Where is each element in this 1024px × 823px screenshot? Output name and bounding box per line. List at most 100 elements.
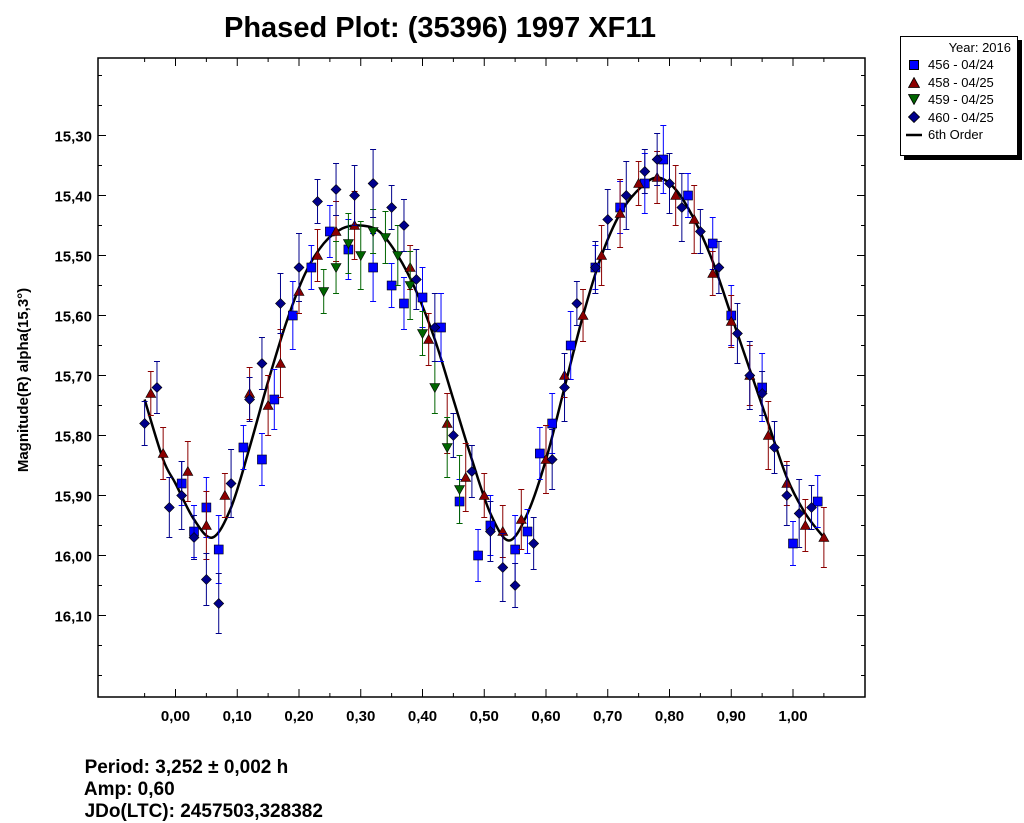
x-tick-label: 0,10 — [223, 708, 252, 725]
data-points-layer — [139, 125, 830, 634]
y-tick-label: 15,60 — [54, 309, 92, 326]
y-tick-label: 16,00 — [54, 549, 92, 566]
chart-title: Phased Plot: (35396) 1997 XF11 — [224, 12, 656, 44]
y-tick-label: 15,90 — [54, 489, 92, 506]
data-point — [200, 574, 212, 585]
data-point — [355, 251, 367, 262]
fit-curve-6th-order — [143, 176, 825, 542]
data-point — [139, 418, 151, 429]
data-point — [441, 443, 453, 454]
y-tick-label: 15,30 — [54, 129, 92, 146]
y-tick-label: 15,40 — [54, 189, 92, 206]
data-point — [707, 267, 719, 278]
legend-item-fit: 6th Order — [901, 126, 1017, 144]
data-point — [163, 502, 175, 513]
data-point — [416, 329, 429, 340]
data-point — [275, 298, 286, 309]
data-point — [367, 227, 379, 238]
data-point — [485, 526, 496, 537]
data-point — [330, 263, 342, 274]
data-point — [417, 292, 428, 303]
x-tick-label: 0,80 — [655, 708, 684, 725]
data-point — [429, 322, 441, 333]
x-tick-label: 0,40 — [408, 708, 437, 725]
data-point — [176, 490, 188, 501]
data-point — [664, 178, 675, 189]
phased-plot: 0,00 0,10 0,20 0,30 0,40 0,50 0,60 0,70 0,80 0,90… — [15, 57, 866, 725]
legend-label: 459 - 04/25 — [928, 92, 994, 108]
data-point — [398, 220, 410, 231]
data-point — [510, 544, 520, 555]
data-point — [713, 262, 725, 273]
data-point — [182, 465, 194, 476]
data-point — [466, 466, 478, 477]
y-tick-label: 15,70 — [54, 369, 92, 386]
legend-item-460: 460 - 04/25 — [901, 109, 1017, 127]
legend-title: Year: 2016 — [948, 40, 1011, 55]
data-point — [707, 238, 718, 249]
data-point — [349, 190, 360, 201]
data-point — [342, 239, 354, 250]
square-marker-icon — [906, 59, 922, 70]
x-tick-label: 0,60 — [531, 708, 560, 725]
data-point — [410, 274, 422, 285]
data-point — [454, 485, 466, 496]
diamond-marker-icon — [906, 111, 922, 124]
plot-area-frame — [97, 57, 866, 698]
x-tick-label: 1,00 — [778, 708, 807, 725]
data-point — [386, 202, 398, 213]
data-point — [330, 184, 342, 195]
data-point — [806, 502, 817, 513]
data-point — [547, 418, 557, 429]
x-tick-label: 0,30 — [346, 708, 375, 725]
x-axis-ticks: 0,00 0,10 0,20 0,30 0,40 0,50 0,60 0,70 0,80 0,90… — [144, 58, 825, 725]
legend-label: 6th Order — [928, 127, 983, 143]
data-point — [379, 233, 391, 244]
data-point — [473, 550, 483, 561]
data-point — [589, 262, 601, 273]
data-point — [762, 429, 774, 440]
data-point — [404, 281, 416, 292]
data-point — [651, 154, 663, 165]
data-point — [639, 166, 651, 177]
data-point — [225, 478, 237, 489]
y-axis-ticks: 15,30 15,40 15,50 15,60 15,70 15,80 15,90 16,00… — [54, 75, 865, 676]
data-point — [522, 526, 533, 537]
data-point — [447, 430, 459, 441]
data-point — [670, 189, 682, 200]
data-point — [423, 333, 435, 344]
data-point — [596, 249, 608, 260]
data-point — [269, 394, 280, 405]
y-tick-label: 15,80 — [54, 429, 92, 446]
jdo-text: JDo(LTC): 2457503,328382 — [84, 801, 323, 822]
x-tick-label: 0,00 — [161, 708, 190, 725]
data-point — [460, 471, 472, 482]
data-point — [793, 508, 805, 519]
footer-stats: Period: 3,252 ± 0,002 h Amp: 0,60 JDo(LT… — [74, 735, 363, 823]
data-point — [386, 280, 397, 291]
data-point — [257, 454, 267, 465]
data-point — [515, 513, 527, 524]
data-point — [535, 448, 545, 459]
data-point — [306, 262, 317, 273]
data-point — [546, 454, 558, 465]
y-axis-label: Magnitude(R) alpha(15,3°) — [15, 288, 32, 472]
data-point — [399, 298, 409, 309]
data-point — [288, 310, 298, 321]
data-point — [559, 382, 570, 393]
data-point — [799, 519, 811, 530]
data-point — [614, 207, 626, 218]
data-point — [633, 177, 645, 188]
data-point — [213, 598, 225, 609]
data-point — [497, 562, 509, 573]
data-point — [509, 580, 521, 591]
data-point — [478, 489, 490, 500]
data-point — [318, 287, 330, 298]
data-point — [571, 298, 583, 309]
data-point — [602, 214, 614, 225]
data-point — [219, 489, 231, 500]
line-marker-icon — [906, 133, 922, 137]
legend-item-459: 459 - 04/25 — [901, 91, 1017, 109]
amplitude-text: Amp: 0,60 — [83, 779, 175, 800]
data-point — [200, 519, 212, 530]
